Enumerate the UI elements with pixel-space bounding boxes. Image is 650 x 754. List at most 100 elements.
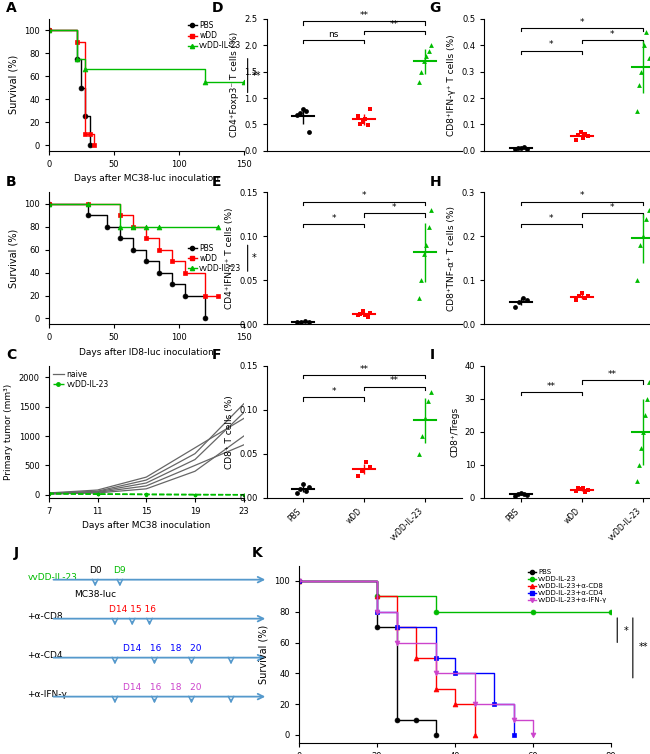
Point [638, 230, 648, 242]
Point [426, 39, 436, 51]
Text: *: * [610, 203, 614, 212]
Point [361, 456, 371, 468]
Point [640, 213, 650, 225]
Point [423, 44, 434, 57]
Text: I: I [430, 348, 435, 362]
Point [363, 119, 373, 131]
Text: **: ** [547, 382, 556, 391]
Point [353, 309, 363, 321]
Point [301, 105, 311, 117]
Point [644, 204, 650, 216]
Text: *: * [362, 192, 366, 201]
Point [413, 292, 424, 304]
Point [644, 376, 650, 388]
Y-axis label: CD8⁺ T cells (%): CD8⁺ T cells (%) [224, 395, 233, 468]
Point [631, 475, 642, 487]
Point [416, 66, 426, 78]
Point [580, 292, 590, 304]
Text: *: * [580, 192, 584, 201]
Text: vvDD-IL-23: vvDD-IL-23 [27, 573, 77, 582]
Text: **: ** [252, 71, 261, 81]
Text: *: * [332, 387, 336, 396]
Point [423, 222, 434, 234]
Text: +α-CD4: +α-CD4 [27, 651, 63, 661]
Point [575, 483, 586, 495]
Point [419, 55, 429, 67]
Point [580, 486, 591, 498]
Text: D: D [212, 2, 224, 15]
Text: D14 15 16: D14 15 16 [109, 605, 156, 614]
Point [304, 126, 315, 139]
Point [522, 143, 532, 155]
Point [519, 488, 529, 500]
Y-axis label: CD8⁺/Tregs: CD8⁺/Tregs [450, 406, 459, 457]
Text: **: ** [608, 370, 617, 379]
Point [640, 409, 650, 421]
Text: G: G [430, 2, 441, 15]
Y-axis label: CD8⁺TNF-α⁺ T cells (%): CD8⁺TNF-α⁺ T cells (%) [447, 206, 456, 311]
X-axis label: Days after ID8-luc inoculation: Days after ID8-luc inoculation [79, 348, 214, 357]
Point [292, 317, 302, 329]
Point [571, 294, 581, 306]
Point [631, 274, 642, 287]
Point [577, 287, 587, 299]
Point [292, 109, 302, 121]
Text: D14   16   18   20: D14 16 18 20 [123, 682, 201, 691]
Point [360, 113, 370, 125]
Point [355, 308, 365, 320]
Text: *: * [623, 626, 629, 636]
Text: K: K [252, 546, 263, 559]
Point [365, 103, 375, 115]
Point [510, 143, 520, 155]
Point [416, 274, 426, 287]
Legend: PBS, vvDD-IL-23, vvDD-IL-23+α-CD8, vvDD-IL-23+α-CD4, vvDD-IL-23+α-IFN-γ: PBS, vvDD-IL-23, vvDD-IL-23+α-CD8, vvDD-… [528, 569, 608, 603]
Point [644, 53, 650, 65]
Point [573, 290, 584, 302]
Point [582, 130, 593, 143]
Point [413, 76, 424, 88]
Text: **: ** [359, 365, 369, 374]
Y-axis label: Survival (%): Survival (%) [8, 55, 18, 115]
Point [578, 131, 588, 143]
Point [517, 292, 528, 304]
Point [515, 486, 526, 498]
Point [636, 442, 646, 454]
Legend: naive, vvDD-IL-23: naive, vvDD-IL-23 [53, 369, 109, 388]
Point [304, 481, 315, 493]
X-axis label: Days after MC38-luc inoculation: Days after MC38-luc inoculation [73, 174, 219, 183]
Text: **: ** [359, 11, 369, 20]
Text: J: J [14, 546, 19, 559]
Y-axis label: Survival (%): Survival (%) [8, 228, 18, 288]
Text: *: * [580, 18, 584, 26]
Point [360, 309, 370, 321]
Text: A: A [6, 2, 17, 15]
Point [636, 66, 647, 78]
Text: +α-CD8: +α-CD8 [27, 612, 63, 621]
Point [292, 487, 302, 499]
Point [357, 465, 367, 477]
Text: *: * [549, 40, 554, 49]
Point [298, 103, 308, 115]
Point [426, 204, 436, 216]
Point [642, 393, 650, 405]
Point [426, 386, 436, 398]
Point [413, 448, 424, 460]
Point [298, 479, 308, 491]
Y-axis label: CD8⁺IFN-γ⁺ T cells (%): CD8⁺IFN-γ⁺ T cells (%) [447, 34, 456, 136]
Point [365, 461, 375, 473]
Point [301, 485, 311, 497]
Text: MC38-luc: MC38-luc [74, 590, 116, 599]
Point [363, 311, 373, 323]
Text: D0: D0 [89, 566, 101, 575]
Text: **: ** [390, 376, 399, 385]
Point [639, 39, 649, 51]
Text: F: F [212, 348, 222, 362]
Point [634, 239, 645, 251]
Point [633, 458, 644, 470]
Point [296, 316, 306, 328]
Point [358, 115, 368, 127]
Text: *: * [549, 213, 554, 222]
Point [304, 316, 315, 328]
Point [421, 50, 432, 62]
Text: +α-IFN-γ: +α-IFN-γ [27, 691, 67, 700]
